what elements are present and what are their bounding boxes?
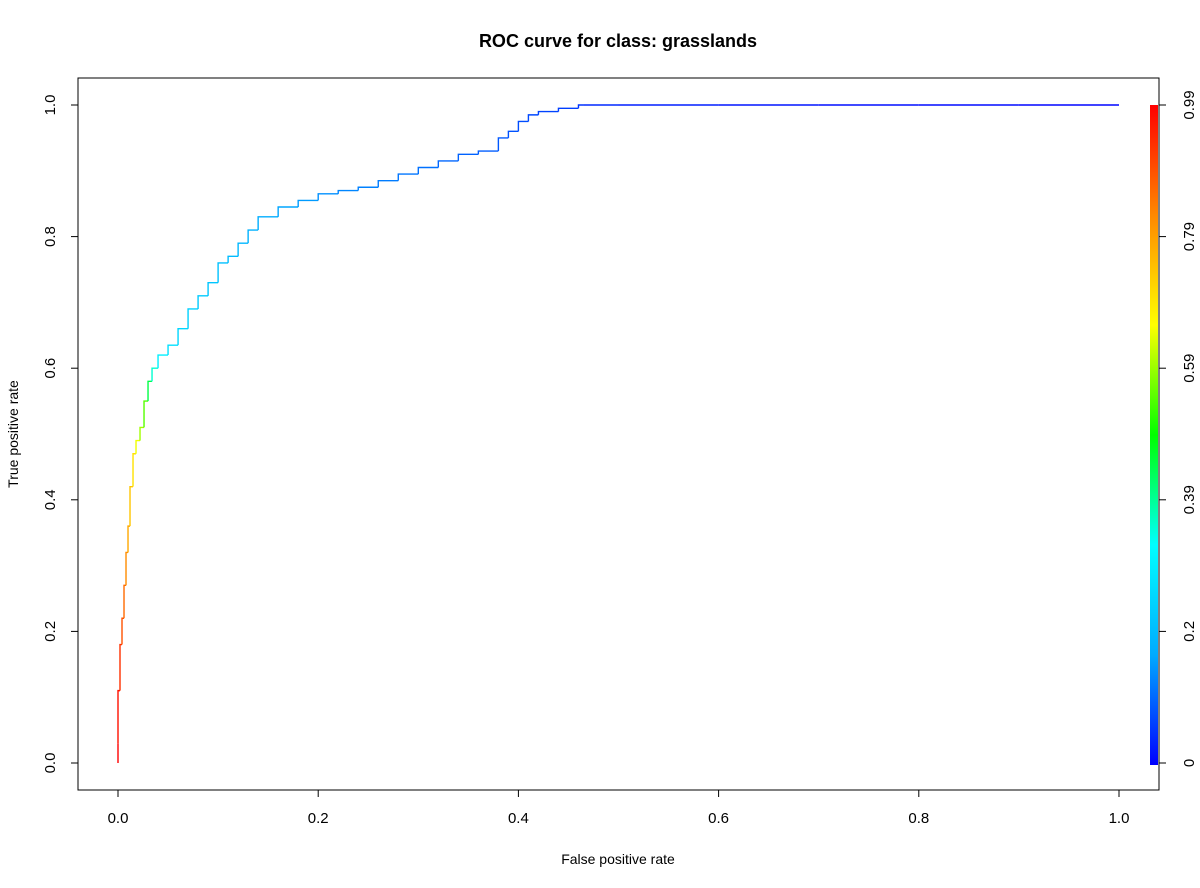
roc-segment xyxy=(377,179,399,188)
roc-segment xyxy=(357,186,379,191)
roc-segment xyxy=(147,380,153,402)
roc-segment xyxy=(132,453,137,487)
roc-segment xyxy=(437,160,459,168)
roc-segment xyxy=(507,130,519,138)
roc-segment xyxy=(167,344,179,356)
x-tick-label: 0.6 xyxy=(708,810,729,827)
x-tick-label: 1.0 xyxy=(1109,810,1130,827)
roc-segment xyxy=(151,367,159,382)
y-tick-label: 0.0 xyxy=(42,753,59,774)
roc-segment xyxy=(517,120,529,132)
roc-segment xyxy=(127,525,131,553)
roc-segment xyxy=(457,153,479,161)
y-tick-label: 0.6 xyxy=(42,358,59,379)
plot-frame xyxy=(77,77,1160,791)
roc-segment xyxy=(217,262,229,283)
roc-curve xyxy=(117,104,1119,763)
roc-segment xyxy=(187,308,199,329)
roc-segment xyxy=(135,439,141,454)
roc-segment xyxy=(537,110,559,115)
roc-segment xyxy=(117,689,121,744)
chart-title: ROC curve for class: grasslands xyxy=(479,31,757,51)
roc-segment xyxy=(277,206,299,217)
roc-segment xyxy=(143,400,149,428)
colorbar-tick-label: 0.99 xyxy=(1181,90,1198,119)
colorbar-tick-label: 0.59 xyxy=(1181,354,1198,383)
x-axis-label: False positive rate xyxy=(561,851,675,867)
roc-segment xyxy=(557,107,579,112)
roc-segment xyxy=(119,643,123,691)
roc-segment xyxy=(157,354,169,369)
y-axis-label: True positive rate xyxy=(5,380,21,488)
colorbar-tick-label: 0 xyxy=(1181,759,1198,767)
roc-segment xyxy=(123,584,127,619)
y-tick-label: 0.8 xyxy=(42,226,59,247)
colorbar-axis: 0 0.2 0.39 0.59 0.79 0.99 xyxy=(1158,90,1198,767)
roc-segment xyxy=(477,150,499,155)
y-tick-label: 0.2 xyxy=(42,621,59,642)
roc-segment xyxy=(237,242,249,257)
roc-segment xyxy=(121,617,125,645)
roc-segment xyxy=(527,114,539,122)
y-tick-label: 1.0 xyxy=(42,95,59,116)
colorbar xyxy=(1150,105,1158,765)
colorbar-tick-label: 0.39 xyxy=(1181,485,1198,514)
roc-segment xyxy=(197,295,209,309)
roc-segment xyxy=(247,229,259,244)
roc-segment xyxy=(397,173,419,181)
roc-segment xyxy=(337,189,359,194)
roc-segment xyxy=(317,193,339,201)
roc-segment xyxy=(125,551,129,586)
roc-segment xyxy=(139,426,145,441)
roc-segment xyxy=(417,166,439,175)
roc-segment xyxy=(177,328,189,346)
roc-segment xyxy=(207,281,219,296)
roc-segment xyxy=(297,199,319,207)
colorbar-tick-label: 0.2 xyxy=(1181,621,1198,642)
y-axis: 0.0 0.2 0.4 0.6 0.8 1.0 xyxy=(42,95,79,774)
roc-segment xyxy=(577,104,584,109)
roc-segment xyxy=(227,255,239,263)
x-axis: 0.0 0.2 0.4 0.6 0.8 1.0 xyxy=(108,789,1130,827)
x-tick-label: 0.0 xyxy=(108,810,129,827)
x-tick-label: 0.4 xyxy=(508,810,529,827)
colorbar-tick-label: 0.79 xyxy=(1181,222,1198,251)
roc-segment xyxy=(129,485,134,527)
roc-segment xyxy=(257,216,279,231)
x-tick-label: 0.8 xyxy=(908,810,929,827)
y-tick-label: 0.4 xyxy=(42,489,59,510)
x-tick-label: 0.2 xyxy=(308,810,329,827)
roc-segment xyxy=(497,137,509,152)
